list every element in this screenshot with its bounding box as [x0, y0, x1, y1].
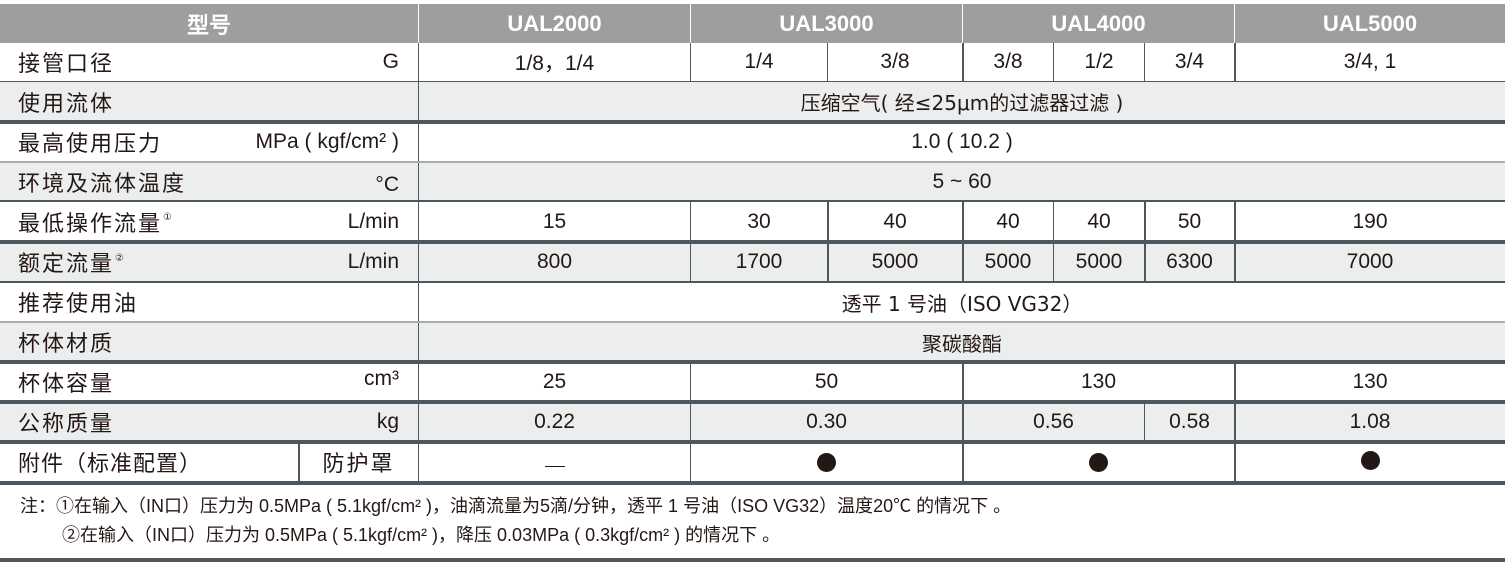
row-accessory: 附件（标准配置） 防护罩: [0, 443, 1505, 481]
note-mark: ①: [163, 212, 172, 223]
value-cell: 1/2: [1084, 50, 1114, 73]
row-port-size: 接管口径 G 1/8，1/4 1/4 3/8 3/8 1/2 3/4 3/4, …: [0, 43, 1505, 81]
row-unit: MPa ( kgf/cm² ): [255, 130, 399, 153]
row-label: 额定流量 ②: [18, 252, 124, 277]
value-cell: 5000: [871, 250, 919, 273]
header-ual2000: UAL2000: [507, 10, 602, 36]
row-weight: 公称质量 kg 0.22 0.30 0.56 0.58 1.08: [0, 403, 1505, 441]
value-cell: 15: [542, 209, 567, 233]
row-max-pressure: 最高使用压力 MPa ( kgf/cm² ) 1.0 ( 10.2 ): [0, 123, 1505, 161]
value-cell: 1700: [735, 250, 783, 273]
filled-dot-icon: [1235, 443, 1505, 481]
value-cell: 130: [1352, 370, 1388, 393]
value-cell: 190: [1352, 209, 1388, 233]
row-label: 接管口径: [18, 52, 115, 77]
row-unit: G: [382, 50, 399, 73]
row-label: 公称质量: [18, 412, 115, 437]
value-cell: 30: [747, 209, 771, 233]
row-label: 推荐使用油: [18, 292, 139, 317]
header-row: 型号 UAL2000 UAL3000 UAL4000 UAL5000: [0, 4, 1505, 43]
value-cell: 130: [1080, 370, 1117, 393]
value-cell: 7000: [1346, 250, 1394, 273]
header-ual4000: UAL4000: [1051, 10, 1146, 36]
footnote-1: 注：①在输入（IN口）压力为 0.5MPa ( 5.1kgf/cm² )，油滴流…: [20, 496, 1012, 516]
footnotes: 注：①在输入（IN口）压力为 0.5MPa ( 5.1kgf/cm² )，油滴流…: [0, 487, 1505, 557]
row-label: 杯体容量: [18, 372, 115, 397]
value-cell: 50: [1177, 209, 1202, 233]
value-cell: 1/8，1/4: [514, 52, 595, 75]
value-cell: 50: [814, 370, 839, 393]
row-unit: kg: [376, 410, 399, 433]
row-fluid: 使用流体 压缩空气( 经≤25μm的过滤器过滤 ): [0, 82, 1505, 121]
row-unit: L/min: [347, 250, 399, 273]
value-cell: 6300: [1166, 250, 1213, 273]
row-label: 附件（标准配置）: [18, 452, 203, 477]
bottom-rule: [0, 558, 1505, 562]
value-cell: 1.08: [1349, 410, 1391, 433]
row-temperature: 环境及流体温度 °C 5 ~ 60: [0, 162, 1505, 201]
filled-dot-icon: [691, 443, 962, 481]
row-label: 杯体材质: [18, 332, 115, 357]
value-cell: 压缩空气( 经≤25μm的过滤器过滤 ): [800, 91, 1124, 115]
row-unit: cm³: [364, 367, 399, 390]
footnote-2: ②在输入（IN口）压力为 0.5MPa ( 5.1kgf/cm² )，降压 0.…: [62, 525, 781, 545]
value-cell: 0.30: [806, 410, 847, 433]
row-unit: L/min: [347, 209, 399, 233]
accessory-sub-label: 防护罩: [322, 452, 395, 477]
value-cell: 5000: [984, 250, 1032, 273]
value-cell: 3/4: [1174, 50, 1205, 73]
filled-dot-icon: [963, 443, 1234, 481]
row-label: 最低操作流量 ①: [18, 211, 172, 237]
value-cell: 0.22: [534, 410, 575, 433]
value-cell: 1.0 ( 10.2 ): [911, 130, 1013, 153]
row-rated-flow: 额定流量 ② L/min 800 1700 5000 5000 5000 6300…: [0, 243, 1505, 281]
value-cell: 3/8: [993, 50, 1023, 73]
value-cell: 40: [1087, 209, 1111, 233]
note-mark: ②: [115, 252, 124, 264]
value-cell: 1/4: [744, 50, 774, 73]
value-cell: 3/8: [880, 50, 910, 73]
value-cell: 5000: [1075, 250, 1123, 273]
value-cell: 0.56: [1033, 410, 1074, 433]
value-cell: 800: [536, 250, 573, 273]
row-bowl-material: 杯体材质 聚碳酸酯: [0, 323, 1505, 361]
row-unit: °C: [375, 172, 399, 196]
value-cell: 3/4, 1: [1343, 50, 1397, 73]
row-label: 环境及流体温度: [18, 171, 187, 197]
value-cell: 40: [996, 209, 1020, 233]
header-model-label: 型号: [186, 12, 231, 38]
value-cell: 5 ~ 60: [932, 169, 992, 193]
header-ual3000: UAL3000: [779, 10, 874, 36]
row-label: 最高使用压力: [18, 132, 163, 157]
row-min-flow: 最低操作流量 ① L/min 15 30 40 40 40 50 190: [0, 202, 1505, 241]
value-cell: 0.58: [1169, 410, 1210, 433]
value-cell: 透平 1 号油（ISO VG32）: [841, 291, 1083, 316]
dash-icon: [419, 443, 690, 481]
value-cell: 聚碳酸酯: [922, 331, 1002, 356]
value-cell: 40: [883, 209, 907, 233]
value-cell: 25: [542, 370, 567, 393]
row-label: 使用流体: [18, 91, 115, 117]
header-ual5000: UAL5000: [1322, 10, 1418, 36]
row-bowl-capacity: 杯体容量 cm³ 25 50 130 130: [0, 363, 1505, 401]
row-oil: 推荐使用油 透平 1 号油（ISO VG32）: [0, 283, 1505, 321]
